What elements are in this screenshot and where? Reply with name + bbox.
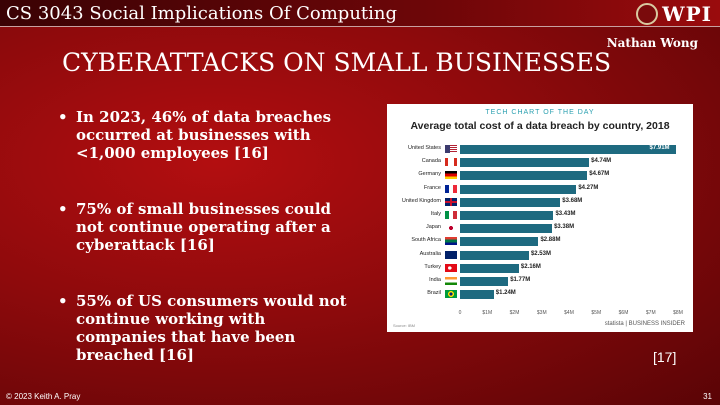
flag-icon xyxy=(445,158,457,167)
chart-row: France $4.27M xyxy=(387,183,693,196)
flag-icon xyxy=(445,171,457,180)
chart-x-tick: $7M xyxy=(645,310,656,316)
chart-rows: United States $7.91M Canada $4.74M Germany $4… xyxy=(387,143,693,301)
chart-category-label: Germany xyxy=(418,171,441,178)
chart-row: South Africa $2.88M xyxy=(387,235,693,248)
chart-value-label: $3.68M xyxy=(562,197,583,204)
chart-image: TECH CHART OF THE DAY Average total cost… xyxy=(387,104,693,332)
chart-bar xyxy=(460,197,561,207)
chart-bar xyxy=(460,158,590,168)
chart-row: Canada $4.74M xyxy=(387,156,693,169)
chart-row: Italy $3.43M xyxy=(387,209,693,222)
chart-row: United States $7.91M xyxy=(387,143,693,156)
chart-value-label: $4.27M xyxy=(578,184,599,191)
chart-category-label: Turkey xyxy=(424,263,441,270)
chart-bar xyxy=(460,171,588,181)
chart-row: Germany $4.67M xyxy=(387,169,693,182)
chart-brand: statista | BUSINESS INSIDER xyxy=(604,321,685,327)
chart-bar xyxy=(460,224,553,234)
chart-bar xyxy=(460,276,509,286)
chart-category-label: Japan xyxy=(426,224,441,231)
chart-x-tick: $1M xyxy=(482,310,493,316)
wpi-logo-text: WPI xyxy=(662,2,712,26)
chart-bar xyxy=(460,184,577,194)
flag-icon xyxy=(445,145,457,153)
chart-x-tick: $4M xyxy=(564,310,574,316)
wpi-logo: WPI xyxy=(636,2,712,26)
chart-value-label: $2.88M xyxy=(540,237,561,244)
chart-category-label: France xyxy=(423,184,441,191)
chart-category-label: Italy xyxy=(430,210,441,217)
chart-category-label: South Africa xyxy=(411,237,441,244)
chart-x-tick: $6M xyxy=(618,310,629,316)
chart-row: Japan $3.38M xyxy=(387,222,693,235)
chart-x-tick: $8M xyxy=(673,310,683,316)
chart-category-label: United States xyxy=(407,145,441,151)
chart-category-label: Australia xyxy=(419,250,441,257)
chart-value-label: $4.74M xyxy=(591,158,612,165)
flag-icon xyxy=(445,263,457,272)
chart-x-axis: 0 $1M $2M $3M $4M $5M $6M $7M $8M xyxy=(458,310,683,318)
flag-icon xyxy=(445,184,457,193)
top-bar: CS 3043 Social Implications Of Computing… xyxy=(0,0,720,27)
chart-row: Brazil $1.24M xyxy=(387,288,693,301)
chart-category-label: Canada xyxy=(421,158,441,165)
chart-category-label: United Kingdom xyxy=(401,197,441,204)
flag-icon xyxy=(445,276,457,285)
chart-title: Average total cost of a data breach by c… xyxy=(410,120,670,132)
chart-category-label: Brazil xyxy=(427,290,441,297)
slide-title: CYBERATTACKS ON SMALL BUSINESSES xyxy=(62,48,612,77)
chart-bar xyxy=(460,237,539,247)
bullet-item: 75% of small businesses could not contin… xyxy=(58,200,358,254)
flag-icon xyxy=(445,290,457,299)
chart-row: India $1.77M xyxy=(387,275,693,288)
chart-row: Turkey $2.16M xyxy=(387,262,693,275)
chart-bar xyxy=(460,290,494,300)
chart-value-label: $2.53M xyxy=(530,250,551,257)
flag-icon xyxy=(445,237,457,246)
page-number: 31 xyxy=(703,392,712,401)
flag-icon xyxy=(445,210,457,219)
chart-value-label: $7.91M xyxy=(649,145,670,151)
chart-category-label: India xyxy=(429,276,441,283)
chart-value-label: $3.43M xyxy=(555,210,576,217)
bullet-list: In 2023, 46% of data breaches occurred a… xyxy=(58,108,358,364)
flag-icon xyxy=(445,224,457,233)
citation: [17] xyxy=(653,349,677,365)
chart-value-label: $2.16M xyxy=(520,263,541,270)
chart-value-label: $4.67M xyxy=(589,171,610,178)
chart-value-label: $3.38M xyxy=(554,224,575,231)
chart-bar xyxy=(460,210,554,220)
chart-x-tick: $2M xyxy=(509,310,520,316)
chart-source: Source: IBM xyxy=(393,323,416,328)
chart-x-tick: $5M xyxy=(591,310,602,316)
chart-bar xyxy=(460,263,519,273)
chart-x-tick: 0 xyxy=(458,310,462,316)
chart-row: United Kingdom $3.68M xyxy=(387,196,693,209)
course-title: CS 3043 Social Implications Of Computing xyxy=(6,3,398,24)
bullet-item: 55% of US consumers would not continue w… xyxy=(58,292,358,364)
bullet-item: In 2023, 46% of data breaches occurred a… xyxy=(58,108,358,162)
flag-icon xyxy=(445,197,457,206)
wpi-seal-icon xyxy=(636,3,659,25)
chart-x-tick: $3M xyxy=(536,310,547,316)
chart-value-label: $1.24M xyxy=(495,290,516,297)
chart-bar xyxy=(460,145,676,154)
chart-header: TECH CHART OF THE DAY xyxy=(485,109,595,116)
flag-icon xyxy=(445,250,457,259)
chart-bar xyxy=(460,250,529,260)
copyright: © 2023 Keith A. Pray xyxy=(6,392,81,401)
author-name: Nathan Wong xyxy=(606,36,698,50)
chart-row: Australia $2.53M xyxy=(387,249,693,262)
chart-value-label: $1.77M xyxy=(510,276,531,283)
